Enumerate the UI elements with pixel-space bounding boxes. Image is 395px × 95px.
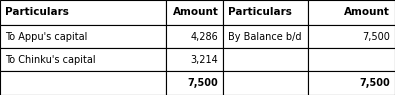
Text: To Appu's capital: To Appu's capital (5, 32, 87, 42)
Bar (308, 48, 395, 71)
Bar (166, 71, 223, 95)
Text: Amount: Amount (344, 7, 390, 17)
Bar (308, 25, 395, 48)
Bar (223, 25, 308, 48)
Bar (223, 48, 308, 71)
Text: Particulars: Particulars (228, 7, 292, 17)
Text: 3,214: 3,214 (191, 55, 218, 65)
Text: 4,286: 4,286 (191, 32, 218, 42)
Bar (0, 71, 166, 95)
Bar (308, 71, 395, 95)
Bar (0, 25, 166, 48)
Bar (308, 0, 395, 25)
Text: 7,500: 7,500 (362, 32, 390, 42)
Bar (166, 0, 223, 25)
Text: By Balance b/d: By Balance b/d (228, 32, 301, 42)
Text: Particulars: Particulars (5, 7, 69, 17)
Bar (166, 48, 223, 71)
Bar (166, 25, 223, 48)
Text: 7,500: 7,500 (359, 78, 390, 88)
Bar (0, 48, 166, 71)
Text: To Chinku's capital: To Chinku's capital (5, 55, 95, 65)
Bar (223, 0, 308, 25)
Bar (0, 0, 166, 25)
Text: Amount: Amount (173, 7, 218, 17)
Text: 7,500: 7,500 (188, 78, 218, 88)
Bar (223, 71, 308, 95)
